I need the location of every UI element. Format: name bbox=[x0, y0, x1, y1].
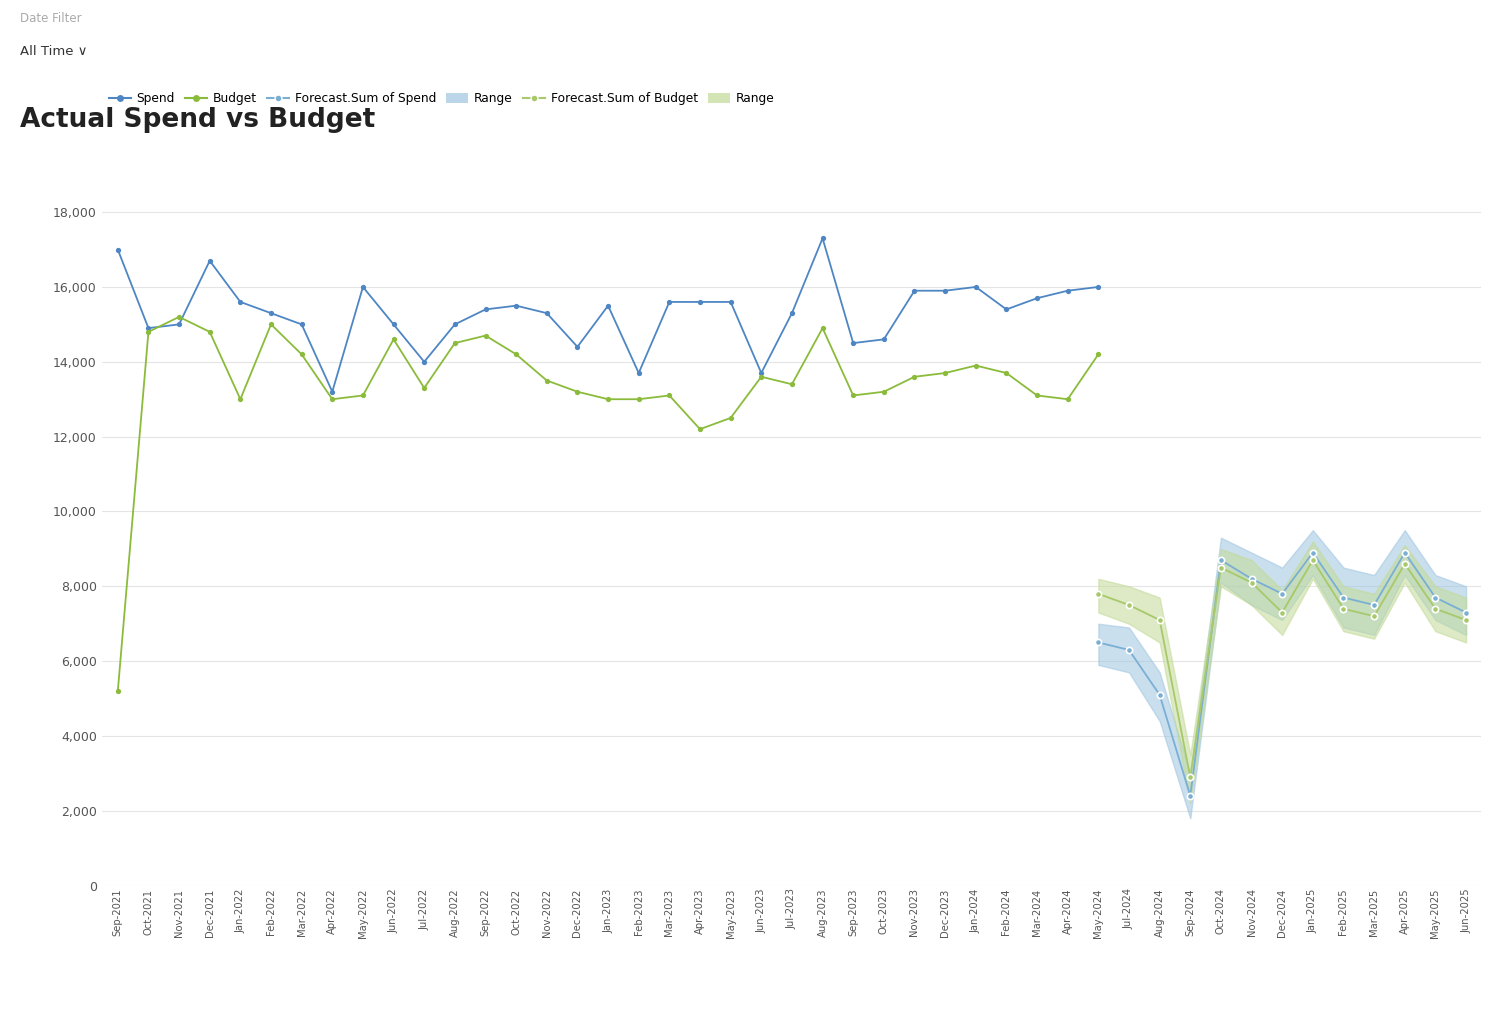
Text: Date Filter: Date Filter bbox=[20, 12, 81, 25]
Text: All Time ∨: All Time ∨ bbox=[20, 45, 87, 58]
Text: Actual Spend vs Budget: Actual Spend vs Budget bbox=[20, 107, 375, 132]
Legend: Spend, Budget, Forecast.Sum of Spend, Range, Forecast.Sum of Budget, Range: Spend, Budget, Forecast.Sum of Spend, Ra… bbox=[109, 93, 775, 105]
